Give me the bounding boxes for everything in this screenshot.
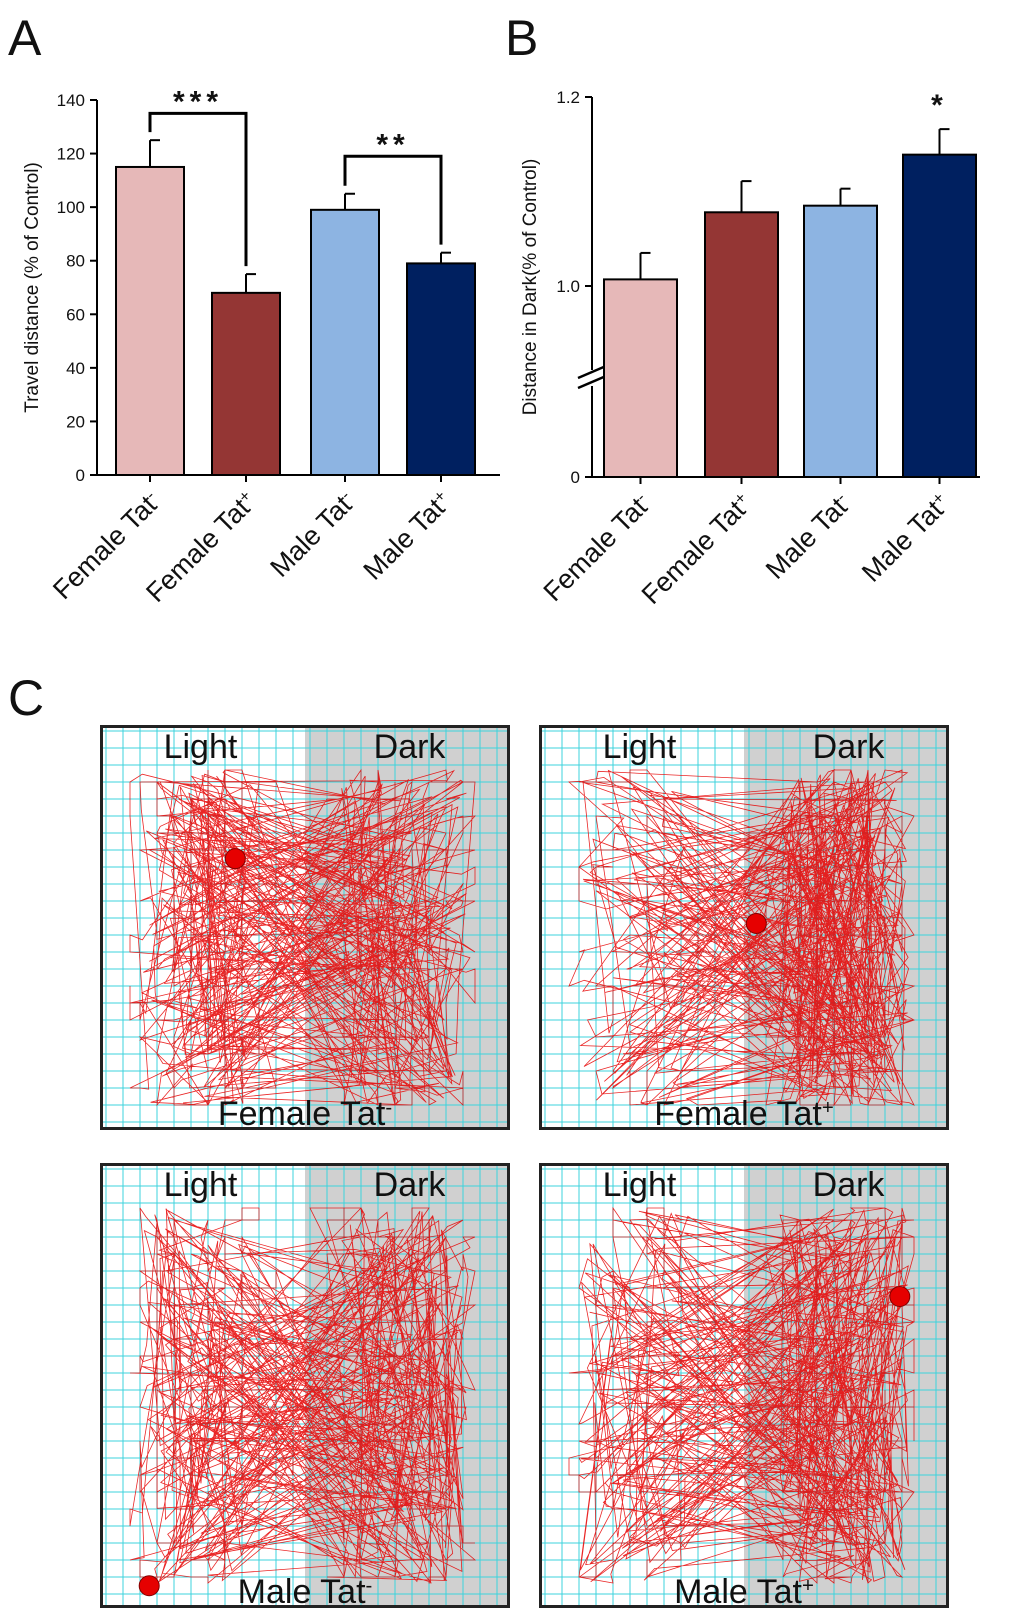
arena-label-3: Male Tat+ (674, 1573, 814, 1608)
chart-b: 0 1.0 1.2 Distance in Dark(% of Control) Fem… (520, 88, 980, 610)
arena-label-1-sup: + (822, 1097, 834, 1119)
bar-1 (211, 291, 281, 476)
x-tick-label-3: Male Tat+ (856, 488, 956, 588)
start-marker-2 (138, 1575, 160, 1597)
start-marker-1 (745, 912, 767, 934)
chart-a: 0 20 40 60 80 100 120 140 Travel distance (% of … (22, 85, 500, 608)
y-axis-label: Travel distance (% of Control) (22, 162, 43, 413)
arena-label-0-sup: - (385, 1097, 392, 1119)
bar-0 (603, 278, 678, 479)
arena-frame-2 (100, 1163, 510, 1608)
significance-label-0: * (931, 89, 948, 122)
x-tick-label-2: Male Tat- (760, 488, 857, 585)
start-marker-0 (224, 848, 246, 870)
x-tick-label-1-base: Female Tat (636, 494, 752, 610)
arena-frame-1 (539, 725, 949, 1130)
movement-track-0 (129, 768, 476, 1107)
arena-3: Light Dark Male Tat+ (539, 1163, 949, 1608)
y-tick-label-20: 20 (66, 412, 85, 431)
bar-2 (310, 208, 380, 476)
y-tick-label-60: 60 (66, 305, 85, 324)
arena-content-1: Light Dark Female Tat+ (539, 725, 949, 1133)
arena-label-1-base: Female Tat (654, 1095, 822, 1133)
y-tick-label-140: 140 (57, 91, 85, 110)
x-tick-label-3-base: Male Tat (358, 492, 451, 585)
bar-3 (902, 153, 977, 479)
x-tick-label-1: Female Tat+ (636, 488, 758, 610)
x-tick-label-3-base: Male Tat (856, 494, 949, 587)
zone-label-light-1: Light (603, 728, 677, 766)
y-tick-label-0: 0 (571, 468, 580, 487)
significance-bracket-0 (148, 111, 248, 267)
zone-label-dark-1: Dark (813, 728, 886, 766)
y-tick-label-40: 40 (66, 359, 85, 378)
panel-label-b: B (505, 10, 538, 66)
arena-2: Light Dark Male Tat- (100, 1163, 510, 1608)
arena-label-3-base: Male Tat (674, 1573, 802, 1608)
arena-label-2-base: Male Tat (238, 1573, 366, 1608)
arena-label-0-base: Female Tat (218, 1095, 386, 1133)
axis-break-mark-2 (577, 374, 607, 390)
bar-2 (803, 204, 878, 479)
zone-label-light-0: Light (164, 728, 238, 766)
y-tick-label-2: 1.2 (556, 88, 580, 107)
movement-track-1 (568, 768, 916, 1107)
arena-content-0: Light Dark Female Tat- (100, 725, 510, 1133)
zone-label-light-2: Light (164, 1166, 238, 1204)
arena-0: Light Dark Female Tat- (100, 725, 510, 1133)
zone-label-dark-2: Dark (374, 1166, 447, 1204)
panel-label-a: A (8, 10, 42, 66)
x-tick-label-1: Female Tat+ (140, 486, 262, 608)
y-tick-label-120: 120 (57, 145, 85, 164)
arena-content-2: Light Dark Male Tat- (100, 1163, 510, 1608)
y-tick-label-80: 80 (66, 252, 85, 271)
bar-3 (406, 262, 476, 476)
zone-label-light-3: Light (603, 1166, 677, 1204)
x-tick-label-2-base: Male Tat (760, 491, 853, 584)
x-tick-label-2-base: Male Tat (264, 489, 357, 582)
significance-label-1: ** (376, 128, 409, 161)
zone-label-dark-3: Dark (813, 1166, 886, 1204)
significance-bracket-1 (343, 154, 443, 245)
axis-break-mark-1 (577, 364, 607, 380)
y-axis-label: Distance in Dark(% of Control) (520, 159, 541, 416)
arena-label-1: Female Tat+ (654, 1095, 833, 1133)
arena-1: Light Dark Female Tat+ (539, 725, 949, 1133)
panel-label-c: C (8, 670, 44, 726)
arena-frame-3 (539, 1163, 949, 1608)
x-tick-label-3: Male Tat+ (358, 486, 458, 586)
arena-label-3-sup: + (802, 1575, 814, 1597)
arena-label-0: Female Tat- (218, 1095, 392, 1133)
arena-content-3: Light Dark Male Tat+ (539, 1163, 949, 1608)
y-tick-label-100: 100 (57, 198, 85, 217)
significance-label-0: *** (173, 85, 223, 118)
bar-0 (115, 165, 185, 476)
start-marker-3 (889, 1286, 911, 1307)
y-tick-label-1: 1.0 (556, 277, 580, 296)
arena-label-2-sup: - (366, 1575, 373, 1597)
zone-label-dark-0: Dark (374, 728, 447, 766)
arena-frame-0 (100, 725, 510, 1130)
movement-track-2 (129, 1207, 477, 1584)
arena-label-2: Male Tat- (238, 1573, 373, 1608)
bar-1 (704, 211, 779, 478)
x-tick-label-2: Male Tat- (264, 486, 361, 583)
movement-track-3 (568, 1206, 915, 1584)
y-tick-label-0: 0 (76, 466, 85, 485)
